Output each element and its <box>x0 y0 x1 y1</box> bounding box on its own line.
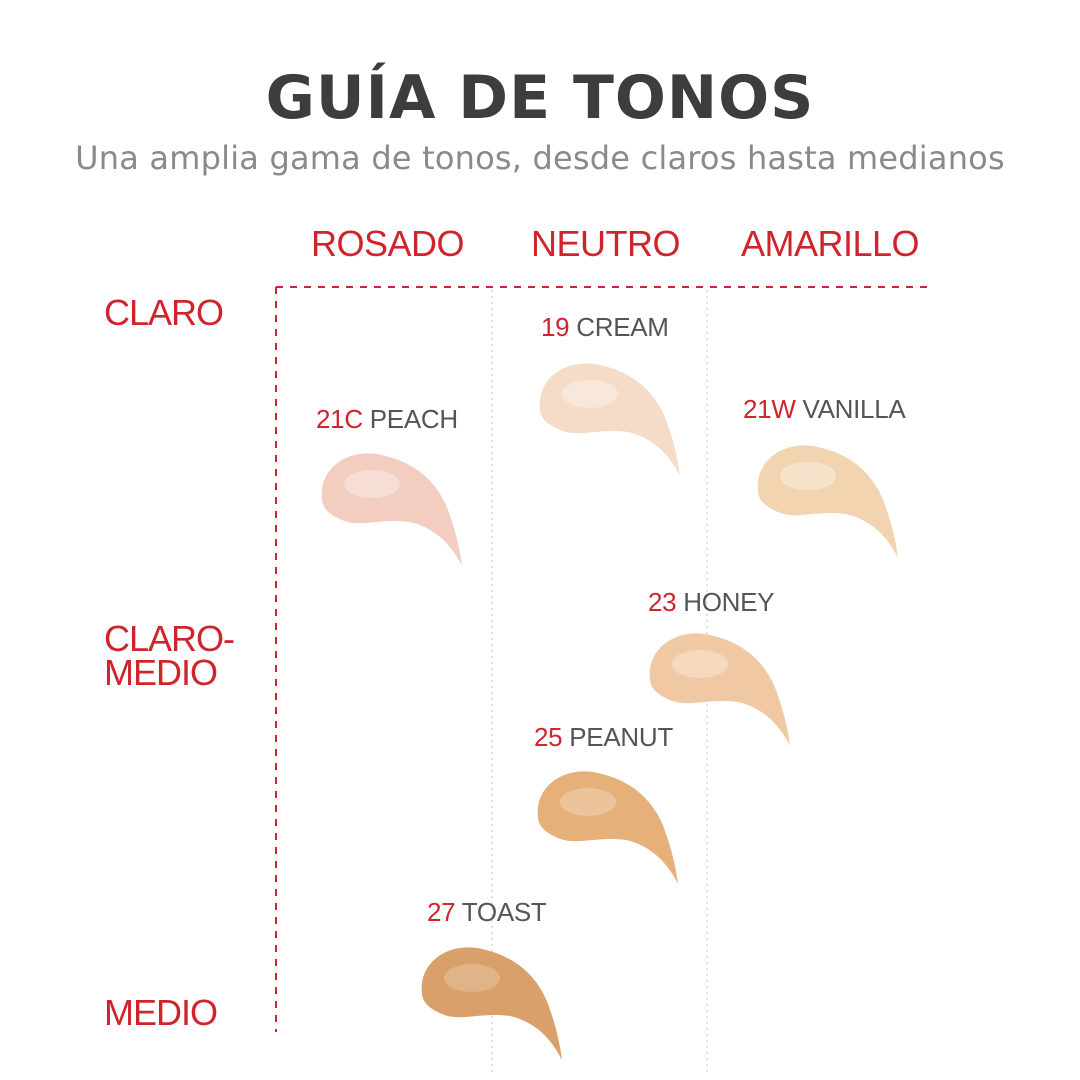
column-header-amarillo: AMARILLO <box>741 223 920 264</box>
column-header-rosado: ROSADO <box>311 223 465 264</box>
shade-code: 19 <box>541 312 570 342</box>
shade-code: 21C <box>316 404 363 434</box>
shade-code: 21W <box>743 394 796 424</box>
page-subtitle: Una amplia gama de tonos, desde claros h… <box>75 139 1005 177</box>
shade-name: VANILLA <box>802 394 906 424</box>
shade-label-19-cream: 19 CREAM <box>541 314 669 340</box>
shade-code: 23 <box>648 587 677 617</box>
shade-name: PEANUT <box>569 722 673 752</box>
shade-code: 25 <box>534 722 563 752</box>
swatch-25-peanut <box>530 760 680 885</box>
shade-name: TOAST <box>461 897 547 927</box>
row-label-claro: CLARO <box>104 292 224 333</box>
swatch-27-toast <box>414 936 564 1061</box>
shade-name: CREAM <box>576 312 669 342</box>
swatch-21w-vanilla <box>750 434 900 559</box>
row-label-claro-medio-line2: MEDIO <box>104 652 218 693</box>
row-label-medio: MEDIO <box>104 992 218 1033</box>
swatch-19-cream <box>532 352 682 477</box>
shade-name: PEACH <box>369 404 458 434</box>
shade-label-21c-peach: 21C PEACH <box>316 406 458 432</box>
row-label-claro-medio-line1: CLARO- <box>104 618 235 659</box>
page-title: GUÍA DE TONOS <box>265 63 815 133</box>
shade-label-27-toast: 27 TOAST <box>427 899 547 925</box>
row-label-claro-medio: CLARO- MEDIO <box>104 621 235 693</box>
shade-label-23-honey: 23 HONEY <box>648 587 775 617</box>
column-header-neutro: NEUTRO <box>531 223 681 264</box>
swatch-23-honey <box>642 622 792 747</box>
swatch-21c-peach <box>314 442 464 567</box>
shade-code: 27 <box>427 897 456 927</box>
shade-name: HONEY <box>683 587 775 617</box>
shade-label-21w-vanilla: 21W VANILLA <box>743 394 906 424</box>
shade-label-25-peanut: 25 PEANUT <box>534 724 673 750</box>
